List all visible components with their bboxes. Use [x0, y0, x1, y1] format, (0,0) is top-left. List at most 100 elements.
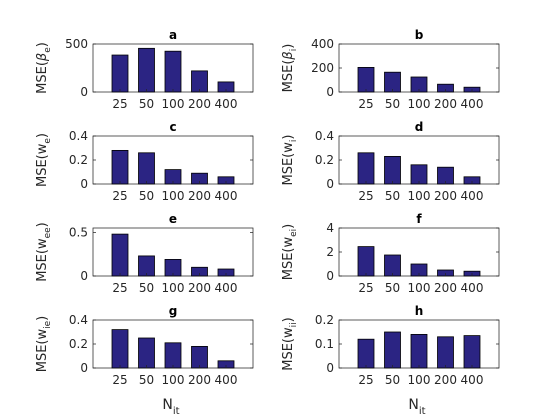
panel-f-xtick-label-100: 100 — [408, 281, 431, 295]
panel-h-ytick-label: 0.1 — [315, 337, 334, 351]
panel-h-xtick-label-400: 400 — [461, 373, 484, 387]
panel-g-ytick-label: 0.4 — [69, 313, 88, 327]
panel-e-xtick-label-400: 400 — [215, 281, 238, 295]
panel-b-ytick-label: 200 — [311, 61, 334, 75]
panel-a-xtick-label-100: 100 — [162, 97, 185, 111]
panel-g-bar-25 — [111, 329, 129, 369]
panel-f-ytick-label: 0 — [326, 269, 334, 283]
panel-f-xtick-label-400: 400 — [461, 281, 484, 295]
panel-h-ytick-label: 0 — [326, 361, 334, 375]
panel-e-bar-50 — [138, 255, 155, 277]
panel-d: 0 0.2 0.4 25 50 100 200 400 d MSE(wi) — [281, 120, 500, 203]
panel-f-xtick-label-200: 200 — [434, 281, 457, 295]
panel-d-xtick-label-25: 25 — [358, 189, 373, 203]
panel-d-bar-50 — [384, 155, 401, 185]
panel-a-ytick-label: 0 — [80, 85, 88, 99]
panel-h-ylabel: MSE(wii) — [281, 317, 299, 370]
panel-f-bar-25 — [357, 246, 375, 277]
panel-a-title: a — [169, 28, 177, 42]
panel-e-xtick-label-50: 50 — [139, 281, 154, 295]
panel-c-ytick-label: 0.4 — [69, 129, 88, 143]
panel-e-ytick-label: 0.5 — [69, 225, 88, 239]
panel-h-xlabel: Nit — [408, 397, 425, 417]
panel-g-bar-100 — [164, 342, 182, 369]
panel-a-xtick-label-50: 50 — [139, 97, 154, 111]
panel-b-xtick-label-50: 50 — [385, 97, 400, 111]
panel-g-ytick-label: 0 — [80, 361, 88, 375]
panel-f-ylabel: MSE(wei) — [281, 224, 299, 281]
panel-g-ytick-label: 0.2 — [69, 337, 88, 351]
panel-h-bar-50 — [384, 331, 401, 369]
panel-h-bar-200 — [437, 336, 454, 369]
panel-d-xtick-label-400: 400 — [461, 189, 484, 203]
panel-c-bar-50 — [138, 152, 155, 185]
panel-c-xtick-label-100: 100 — [162, 189, 185, 203]
panel-d-ytick-label: 0 — [326, 177, 334, 191]
panel-b-title: b — [415, 28, 424, 42]
panel-e-title: e — [169, 212, 177, 226]
panel-a-bar-50 — [138, 47, 155, 93]
panel-a-ytick-label: 500 — [65, 37, 88, 51]
panel-g-xlabel: Nit — [162, 397, 179, 417]
panel-a-ylabel: MSE(βe) — [35, 42, 53, 94]
panel-e-ytick-label: 0 — [80, 269, 88, 283]
panel-h-xtick-label-25: 25 — [358, 373, 373, 387]
panel-f-xtick-label-50: 50 — [385, 281, 400, 295]
panel-e-bar-25 — [111, 233, 129, 277]
panel-b-ylabel: MSE(βi) — [281, 44, 299, 93]
panel-c-xtick-label-400: 400 — [215, 189, 238, 203]
panel-g-xtick-label-400: 400 — [215, 373, 238, 387]
panel-h-xtick-label-100: 100 — [408, 373, 431, 387]
panel-e-xtick-label-25: 25 — [112, 281, 127, 295]
panel-d-bar-25 — [357, 152, 375, 185]
panel-g-xtick-label-25: 25 — [112, 373, 127, 387]
panel-d-ytick-label: 0.4 — [315, 129, 334, 143]
panel-d-xtick-label-50: 50 — [385, 189, 400, 203]
panel-g-bar-50 — [138, 337, 155, 369]
panel-b-ytick-label: 400 — [311, 37, 334, 51]
panel-c-ytick-label: 0.2 — [69, 153, 88, 167]
panel-h-xtick-label-200: 200 — [434, 373, 457, 387]
panel-a-bar-100 — [164, 50, 182, 93]
panel-b-xtick-label-100: 100 — [408, 97, 431, 111]
panel-h-bar-25 — [357, 338, 375, 369]
panel-c-xtick-label-25: 25 — [112, 189, 127, 203]
panel-a-bar-200 — [191, 70, 208, 93]
panel-b-xtick-label-25: 25 — [358, 97, 373, 111]
panel-c-bar-25 — [111, 149, 129, 185]
panel-c: 0 0.2 0.4 25 50 100 200 400 c MSE(we) — [35, 120, 254, 203]
panel-b-xtick-label-400: 400 — [461, 97, 484, 111]
panel-g-title: g — [169, 304, 178, 318]
panel-h-bar-400 — [463, 335, 481, 369]
panel-h-bar-100 — [410, 333, 428, 369]
panel-h-xtick-label-50: 50 — [385, 373, 400, 387]
panel-e: 0 0.5 25 50 100 200 400 e MSE(wee) — [35, 212, 254, 295]
panel-d-title: d — [415, 120, 424, 134]
panel-g-xtick-label-50: 50 — [139, 373, 154, 387]
panel-e-xtick-label-200: 200 — [188, 281, 211, 295]
panel-h: 0 0.1 0.2 25 50 100 200 400 h MSE(wii) Nit — [281, 304, 500, 417]
panel-a: 0 500 25 50 100 200 400 a MSE(βe) — [35, 28, 254, 111]
panel-a-xtick-label-400: 400 — [215, 97, 238, 111]
panel-d-ytick-label: 0.2 — [315, 153, 334, 167]
panel-c-title: c — [169, 120, 176, 134]
panel-a-xtick-label-200: 200 — [188, 97, 211, 111]
panel-c-xtick-label-50: 50 — [139, 189, 154, 203]
panel-b-bar-25 — [357, 67, 375, 93]
panel-c-xtick-label-200: 200 — [188, 189, 211, 203]
panel-e-xtick-label-100: 100 — [162, 281, 185, 295]
panel-h-ytick-label: 0.2 — [315, 313, 334, 327]
panel-a-xtick-label-25: 25 — [112, 97, 127, 111]
panel-f-ytick-label: 2 — [326, 245, 334, 259]
panel-g-bar-200 — [191, 345, 208, 369]
panel-b-xtick-label-200: 200 — [434, 97, 457, 111]
panel-g-ylabel: MSE(wie) — [35, 316, 53, 373]
panel-f: 0 2 4 25 50 100 200 400 f MSE(wei) — [281, 212, 500, 295]
panel-a-bar-25 — [111, 54, 129, 93]
panel-g: 0 0.2 0.4 25 50 100 200 400 g MSE(wie) Nit — [35, 304, 254, 417]
panel-g-xtick-label-100: 100 — [162, 373, 185, 387]
panel-f-bar-50 — [384, 254, 401, 277]
panel-f-title: f — [416, 212, 422, 226]
